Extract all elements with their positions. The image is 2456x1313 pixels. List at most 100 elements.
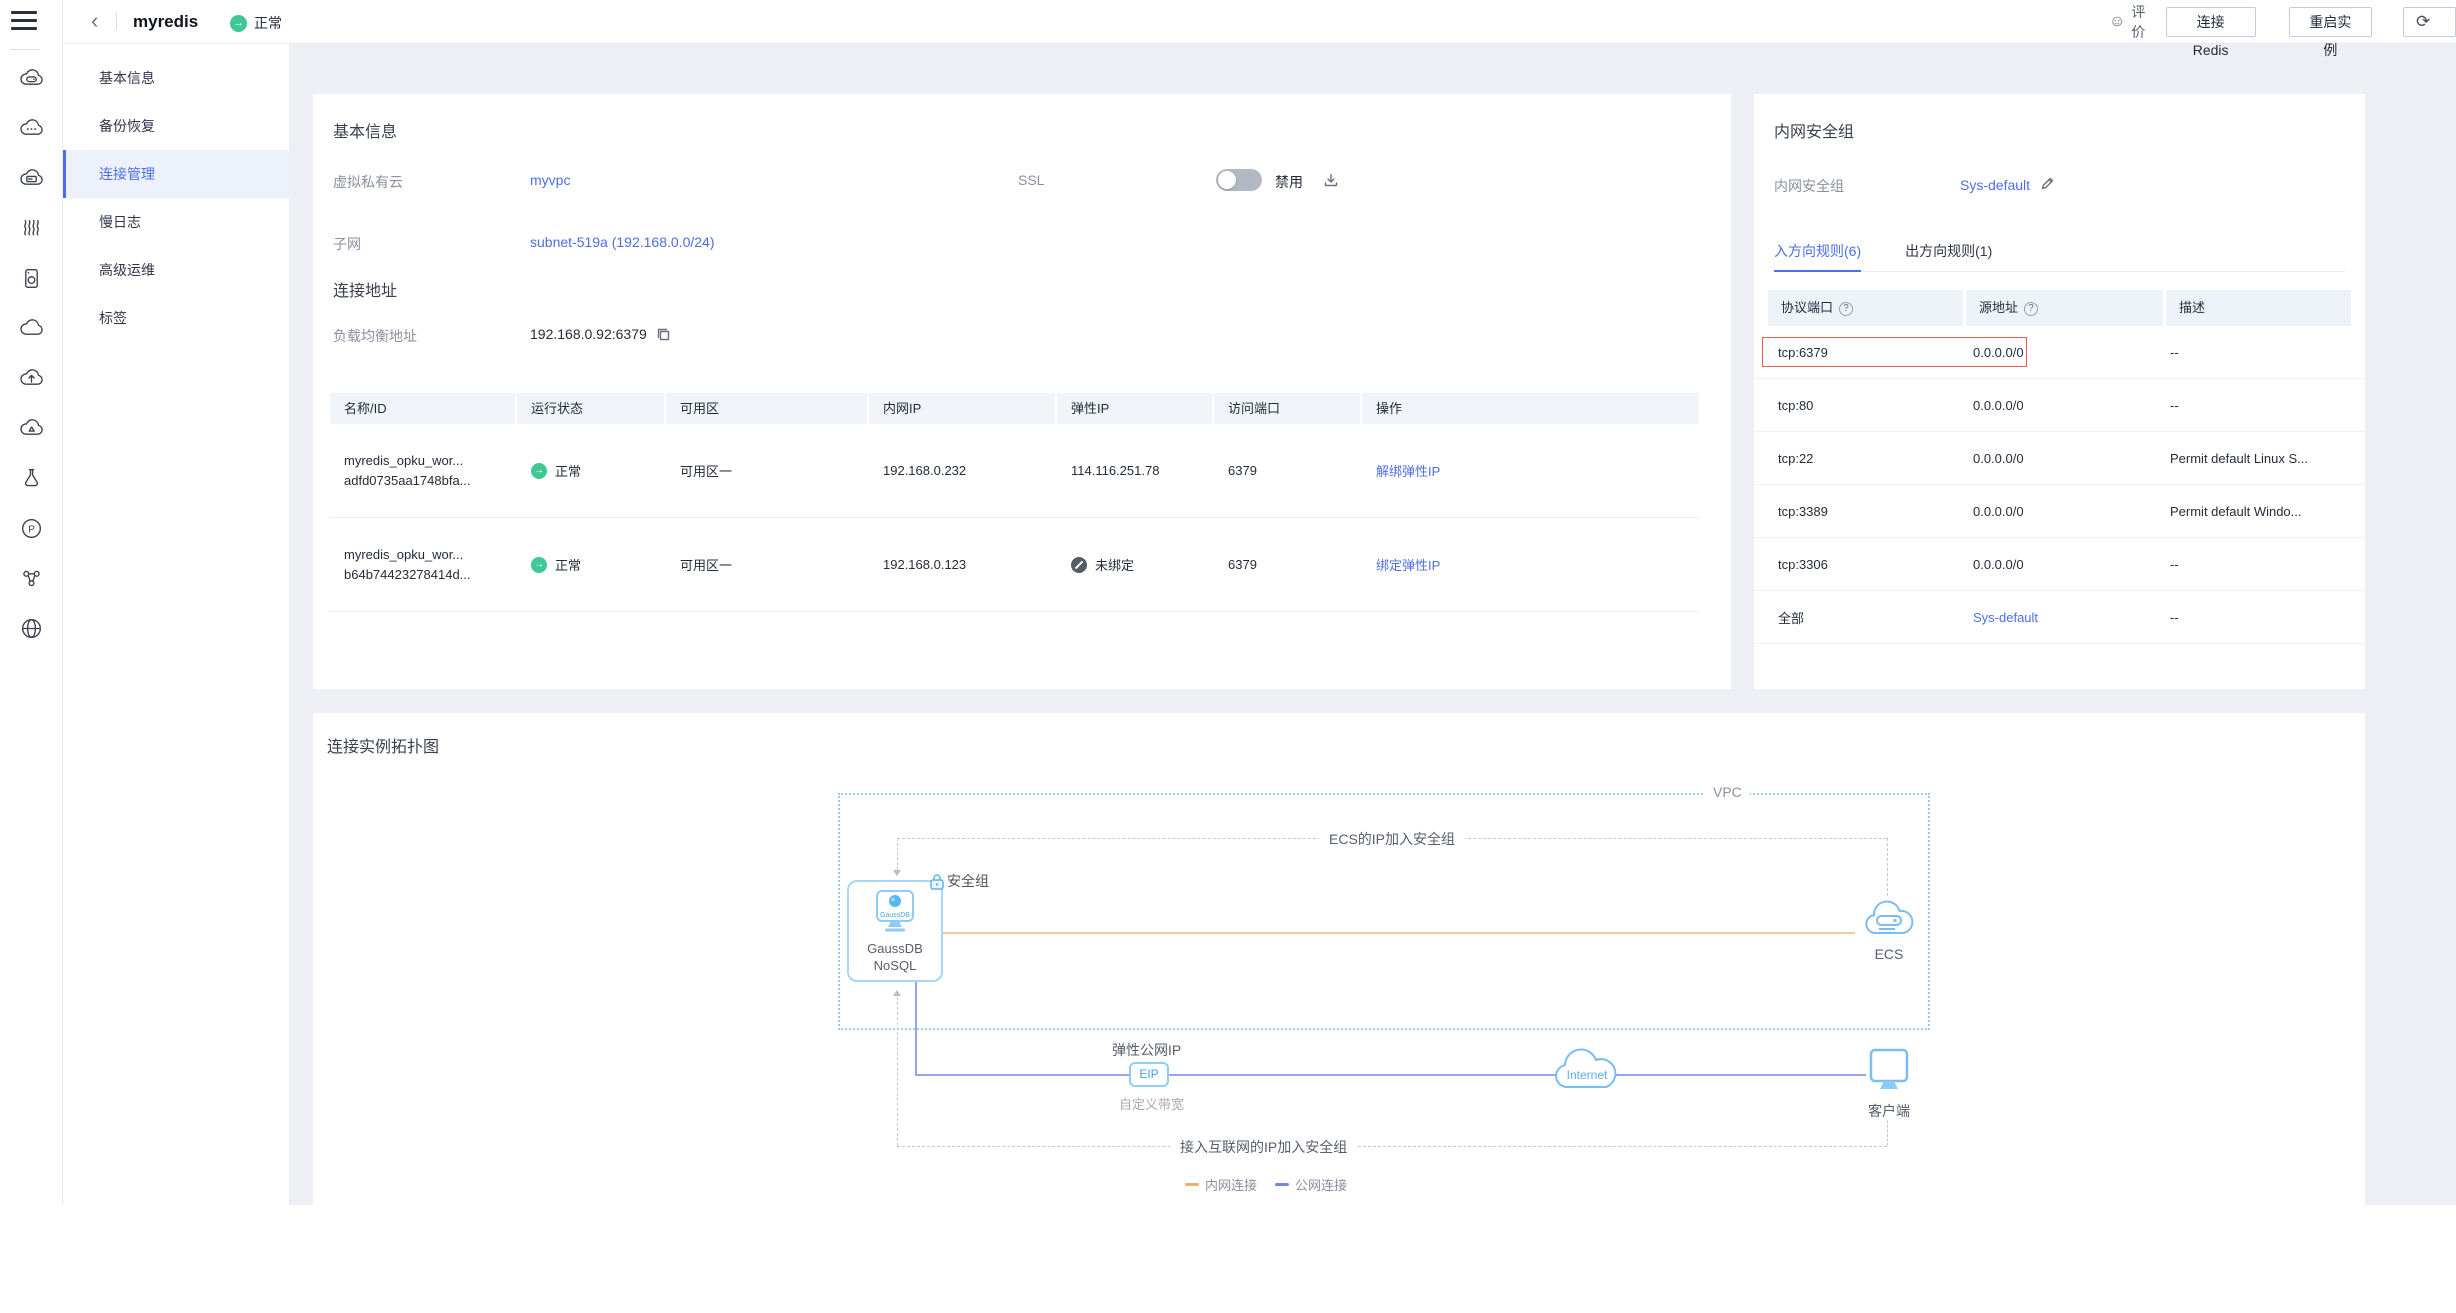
- instance-id: b64b74423278414d...: [344, 566, 471, 582]
- rule-port: tcp:6379: [1778, 344, 1828, 360]
- cloud-card-icon[interactable]: [0, 153, 63, 203]
- cluster-icon[interactable]: [0, 553, 63, 603]
- copy-icon[interactable]: [656, 327, 671, 342]
- tab-outbound-rules[interactable]: 出方向规则(1): [1905, 243, 1993, 259]
- col-source: 源地址?: [1966, 290, 2163, 326]
- col-name-id: 名称/ID: [330, 393, 517, 424]
- smiley-icon: ☺: [2109, 13, 2126, 30]
- ssl-toggle[interactable]: [1216, 169, 1262, 191]
- sidebar-item-tags[interactable]: 标签: [99, 310, 127, 326]
- cloud-dots-icon[interactable]: [0, 103, 63, 153]
- tab-inbound-rules[interactable]: 入方向规则(6): [1774, 240, 1862, 272]
- globe-icon[interactable]: [0, 603, 63, 653]
- rule-source-link[interactable]: Sys-default: [1973, 609, 2039, 625]
- basic-info-card: 基本信息 虚拟私有云 myvpc SSL 禁用 子网 subnet-519a (…: [313, 94, 1731, 689]
- security-group-link[interactable]: Sys-default: [1960, 177, 2031, 193]
- status-text: 正常: [254, 15, 282, 31]
- svg-text:Internet: Internet: [1567, 1068, 1608, 1082]
- sidebar-item-backup-restore[interactable]: 备份恢复: [99, 118, 155, 134]
- storage-disk-icon[interactable]: [0, 253, 63, 303]
- highlight-box: [1762, 337, 2027, 367]
- download-certificate-icon[interactable]: [1323, 172, 1339, 191]
- ecs-rule-label: ECS的IP加入安全组: [1318, 829, 1466, 849]
- legend-public: 公网连接: [1275, 1175, 1347, 1194]
- legend-private: 内网连接: [1185, 1175, 1257, 1194]
- subnet-link[interactable]: subnet-519a (192.168.0.0/24): [530, 234, 715, 250]
- sidebar-item-connection-management[interactable]: 连接管理: [63, 150, 289, 198]
- sidebar-item-slow-log[interactable]: 慢日志: [99, 214, 141, 230]
- col-eip: 弹性IP: [1057, 393, 1214, 424]
- col-az: 可用区: [666, 393, 869, 424]
- cloud-sync-icon[interactable]: [0, 403, 63, 453]
- table-row: myredis_opku_wor... adfd0735aa1748bfa...…: [330, 424, 1699, 518]
- rule-row: 全部 Sys-default --: [1754, 591, 2365, 644]
- security-group-label: 内网安全组: [1774, 178, 1844, 194]
- col-private-ip: 内网IP: [869, 393, 1057, 424]
- rule-desc: --: [2170, 556, 2179, 572]
- rule-row: tcp:3389 0.0.0.0/0 Permit default Windo.…: [1754, 485, 2365, 538]
- rule-source: 0.0.0.0/0: [1973, 344, 2024, 360]
- dashed-connector: [897, 838, 898, 870]
- rule-row: tcp:6379 0.0.0.0/0 --: [1754, 326, 2365, 379]
- rules-table: tcp:6379 0.0.0.0/0 -- tcp:80 0.0.0.0/0 -…: [1754, 326, 2365, 644]
- menu-icon[interactable]: [11, 11, 37, 31]
- client-label: 客户端: [1868, 1103, 1910, 1119]
- edit-icon[interactable]: [2040, 176, 2055, 194]
- vpc-boundary: [838, 793, 1930, 1030]
- cloud-upload-icon[interactable]: [0, 353, 63, 403]
- circle-p-icon[interactable]: P: [0, 503, 63, 553]
- dashed-connector: [1887, 1120, 1888, 1146]
- connect-redis-button[interactable]: 连接Redis: [2165, 7, 2256, 58]
- status-running-icon: →: [230, 14, 247, 32]
- gaussdb-icon: GaussDB: [876, 890, 914, 932]
- help-icon[interactable]: ?: [2024, 302, 2039, 316]
- rule-tabs: 入方向规则(6) 出方向规则(1): [1774, 240, 2345, 272]
- back-icon[interactable]: ‹: [91, 8, 99, 33]
- rule-desc: Permit default Windo...: [2170, 503, 2302, 519]
- rule-port: 全部: [1778, 610, 1805, 626]
- feedback-button[interactable]: ☺ 评价: [2109, 2, 2152, 42]
- help-icon[interactable]: ?: [1839, 302, 1854, 316]
- waves-icon[interactable]: [0, 203, 63, 253]
- unbound-icon: [1071, 556, 1087, 573]
- instance-table-header: 名称/ID 运行状态 可用区 内网IP 弹性IP 访问端口 操作: [330, 393, 1699, 424]
- rule-source: 0.0.0.0/0: [1973, 503, 2024, 519]
- ssl-state: 禁用: [1275, 174, 1303, 190]
- rule-desc: Permit default Linux S...: [2170, 450, 2309, 466]
- topology-title: 连接实例拓扑图: [327, 739, 440, 756]
- refresh-button[interactable]: ⟳: [2403, 7, 2456, 37]
- public-line-swatch: [1275, 1183, 1290, 1186]
- ecs-cloud-icon: [1865, 900, 1914, 934]
- row-az: 可用区一: [680, 464, 733, 479]
- unbind-eip-link[interactable]: 解绑弹性IP: [1376, 464, 1441, 479]
- eip-title: 弹性公网IP: [1112, 1042, 1182, 1058]
- vpc-link[interactable]: myvpc: [530, 172, 571, 188]
- bind-eip-link[interactable]: 绑定弹性IP: [1376, 558, 1441, 573]
- rule-desc: --: [2170, 344, 2179, 360]
- vpc-label: 虚拟私有云: [333, 174, 403, 190]
- internet-rule-line: 接入互联网的IP加入安全组: [897, 1137, 1887, 1157]
- security-group-title: 内网安全组: [1774, 124, 1855, 141]
- row-port: 6379: [1228, 557, 1257, 572]
- instance-status: → 正常: [230, 13, 282, 33]
- col-operation: 操作: [1362, 393, 1699, 424]
- basic-info-title: 基本信息: [333, 124, 398, 141]
- col-protocol-port: 协议端口?: [1768, 290, 1963, 326]
- flask-icon[interactable]: [0, 453, 63, 503]
- topbar-actions: ☺ 评价 连接Redis 重启实例 ⟳: [2109, 0, 2456, 58]
- cloud-server-icon[interactable]: [0, 53, 63, 103]
- col-port: 访问端口: [1214, 393, 1362, 424]
- rail-divider: [10, 49, 40, 50]
- rule-source: 0.0.0.0/0: [1973, 450, 2024, 466]
- load-balancer-address: 192.168.0.92:6379: [530, 326, 647, 342]
- sidebar-item-advanced-om[interactable]: 高级运维: [99, 262, 155, 278]
- restart-instance-button[interactable]: 重启实例: [2288, 7, 2373, 58]
- security-group-card: 内网安全组 内网安全组 Sys-default 入方向规则(6) 出方向规则(1…: [1754, 94, 2365, 689]
- connection-address-title: 连接地址: [333, 283, 398, 300]
- rule-row: tcp:3306 0.0.0.0/0 --: [1754, 538, 2365, 591]
- sidebar-item-basic-info[interactable]: 基本信息: [99, 70, 155, 86]
- instance-name: myredis_opku_wor...: [344, 452, 464, 468]
- rule-port: tcp:80: [1778, 397, 1814, 413]
- status-running-icon: →: [531, 556, 547, 573]
- cloud-icon[interactable]: [0, 303, 63, 353]
